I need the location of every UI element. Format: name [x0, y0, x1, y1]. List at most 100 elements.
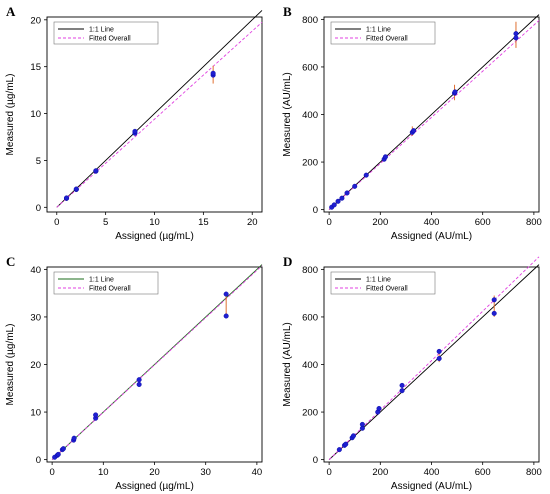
x-tick-label: 0: [49, 467, 54, 478]
fitted-line: [56, 21, 263, 208]
x-tick-label: 600: [475, 217, 491, 228]
x-axis-title: Assigned (µg/mL): [115, 231, 194, 242]
panel-d: D 0 200 400 600 800 0 200 400 600 800 Assigned (AU…: [282, 254, 542, 492]
panel-label-c: C: [6, 254, 15, 269]
x-axis-title: Assigned (AU/mL): [391, 481, 472, 492]
plot-area-c: 0 10 20 30 40 0 10 20 30 40 Assigned (µg/mL) Measur…: [5, 264, 263, 492]
x-tick-label: 10: [149, 217, 160, 228]
panel-a: A 0 5 10 15 20 0 5 10 15 20 Assigned (µg/mL) Measur…: [5, 4, 263, 242]
data-point: [491, 310, 497, 316]
legend-fit-label: Fitted Overall: [366, 286, 408, 293]
data-point: [513, 31, 519, 37]
legend-identity-label: 1:1 Line: [366, 277, 391, 284]
data-point: [132, 128, 138, 134]
panel-label-d: D: [283, 254, 292, 269]
identity-line: [328, 14, 540, 210]
x-tick-label: 600: [475, 467, 491, 478]
x-axis-title: Assigned (AU/mL): [391, 231, 472, 242]
data-point: [331, 202, 337, 208]
legend-fit-label: Fitted Overall: [89, 36, 131, 43]
data-point: [352, 183, 358, 189]
data-point: [223, 291, 229, 297]
y-tick-label: 5: [36, 156, 41, 167]
legend-fit-label: Fitted Overall: [89, 286, 131, 293]
y-tick-label: 600: [302, 312, 318, 323]
y-tick-label: 0: [36, 455, 41, 466]
legend-identity-label: 1:1 Line: [366, 27, 391, 34]
x-tick-label: 800: [526, 217, 542, 228]
y-tick-label: 200: [302, 158, 318, 169]
y-tick-label: 800: [302, 15, 318, 26]
legend-box: [53, 21, 159, 45]
data-point: [223, 313, 229, 319]
x-tick-label: 30: [200, 467, 211, 478]
y-axis-title: Measured (AU/mL): [282, 72, 293, 156]
x-tick-label: 400: [424, 467, 440, 478]
data-point: [60, 446, 66, 452]
legend-identity-label: 1:1 Line: [89, 27, 114, 34]
x-tick-label: 0: [326, 467, 331, 478]
data-point: [71, 435, 77, 441]
data-point: [436, 348, 442, 354]
y-axis-title: Measured (AU/mL): [282, 322, 293, 406]
panel-label-a: A: [6, 4, 16, 19]
plot-area-a: 0 5 10 15 20 0 5 10 15 20 Assigned (µg/mL) Measured…: [5, 10, 263, 242]
data-point: [210, 70, 216, 76]
plot-area-b: 0 200 400 600 800 0 200 400 600 800 Assigned (AU/m…: [282, 14, 542, 242]
legend-box: [330, 21, 436, 45]
fitted-line: [328, 256, 540, 460]
data-point: [399, 382, 405, 388]
fitted-line: [328, 20, 540, 210]
fitted-line: [51, 265, 263, 460]
data-point: [93, 168, 99, 174]
y-tick-label: 600: [302, 62, 318, 73]
y-tick-label: 40: [30, 265, 41, 276]
plot-area-d: 0 200 400 600 800 0 200 400 600 800 Assigned (AU/m…: [282, 256, 542, 492]
data-point: [64, 195, 70, 201]
data-point: [350, 433, 356, 439]
data-point: [339, 195, 345, 201]
y-tick-label: 400: [302, 360, 318, 371]
x-tick-label: 20: [247, 217, 258, 228]
x-axis-title: Assigned (µg/mL): [115, 481, 194, 492]
y-tick-label: 0: [36, 203, 41, 214]
data-point: [436, 356, 442, 362]
y-tick-label: 0: [313, 455, 318, 466]
x-tick-label: 400: [424, 217, 440, 228]
x-tick-label: 800: [526, 467, 542, 478]
panel-c: C 0 10 20 30 40 0 10 20 30 40 Assigned (µg/mL) Meas…: [5, 254, 263, 492]
x-tick-label: 0: [326, 217, 331, 228]
plot-frame: [46, 16, 263, 213]
data-point: [136, 381, 142, 387]
data-point: [399, 388, 405, 394]
data-point: [55, 451, 61, 457]
data-point: [343, 441, 349, 447]
x-tick-label: 5: [103, 217, 108, 228]
y-axis-title: Measured (µg/mL): [5, 74, 16, 156]
y-tick-label: 400: [302, 110, 318, 121]
y-tick-label: 30: [30, 312, 41, 323]
x-tick-label: 40: [252, 467, 263, 478]
y-tick-label: 10: [30, 109, 41, 120]
legend-fit-label: Fitted Overall: [366, 36, 408, 43]
y-tick-label: 0: [313, 205, 318, 216]
identity-line: [56, 10, 263, 208]
y-tick-label: 800: [302, 265, 318, 276]
x-tick-label: 20: [149, 467, 160, 478]
x-tick-label: 200: [372, 217, 388, 228]
data-point: [411, 128, 417, 134]
x-tick-label: 10: [98, 467, 109, 478]
legend-box: [53, 271, 159, 295]
data-point: [136, 377, 142, 383]
legend-box: [330, 271, 436, 295]
data-point: [359, 421, 365, 427]
data-point: [344, 190, 350, 196]
y-axis-title: Measured (µg/mL): [5, 324, 16, 406]
data-point: [336, 447, 342, 453]
y-tick-label: 20: [30, 15, 41, 26]
x-tick-label: 15: [198, 217, 209, 228]
y-tick-label: 10: [30, 408, 41, 419]
x-tick-label: 200: [372, 467, 388, 478]
data-point: [363, 172, 369, 178]
